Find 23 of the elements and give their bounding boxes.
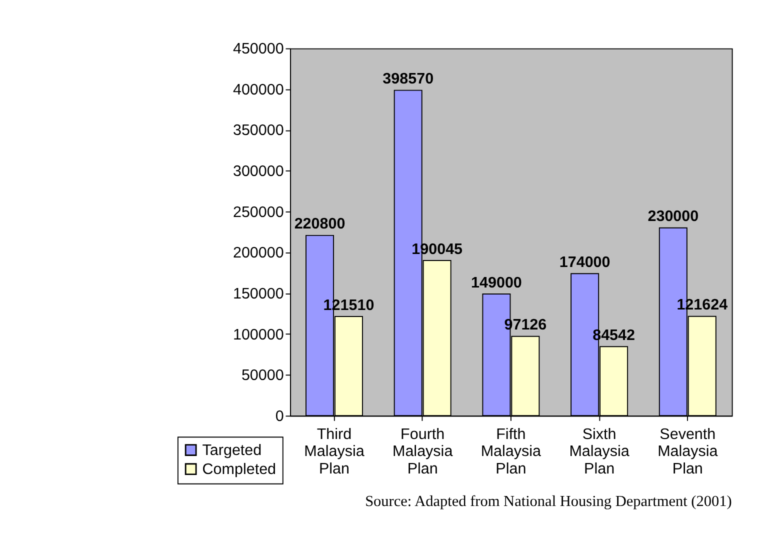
source-note: Source: Adapted from National Housing Department (2001) <box>365 492 732 510</box>
x-tick-label: Sixth Malaysia Plan <box>569 426 630 478</box>
x-tick-label: Third Malaysia Plan <box>304 426 365 478</box>
y-tick-label: 50000 <box>241 367 284 384</box>
x-tick-label: Fifth Malaysia Plan <box>480 426 542 478</box>
y-tick-label: 250000 <box>232 204 284 221</box>
x-tick-label: Fourth Malaysia Plan <box>392 426 454 478</box>
y-tick-label: 300000 <box>232 163 284 180</box>
data-label: 398570 <box>382 70 434 88</box>
x-tick-label: Seventh Malaysia Plan <box>658 426 718 478</box>
y-tick-label: 0 <box>275 408 284 425</box>
data-label: 149000 <box>471 274 522 292</box>
data-label: 174000 <box>559 254 610 271</box>
y-tick-label: 350000 <box>232 122 284 140</box>
data-label: 220800 <box>294 216 346 233</box>
data-label: 230000 <box>648 208 699 226</box>
legend-label: Completed <box>202 460 276 478</box>
y-tick-label: 200000 <box>232 244 284 262</box>
y-tick-label: 450000 <box>232 40 284 58</box>
y-tick-label: 400000 <box>232 81 284 98</box>
y-tick-label: 150000 <box>232 285 284 302</box>
y-tick-label: 100000 <box>232 326 284 344</box>
legend-label: Targeted <box>202 442 262 459</box>
